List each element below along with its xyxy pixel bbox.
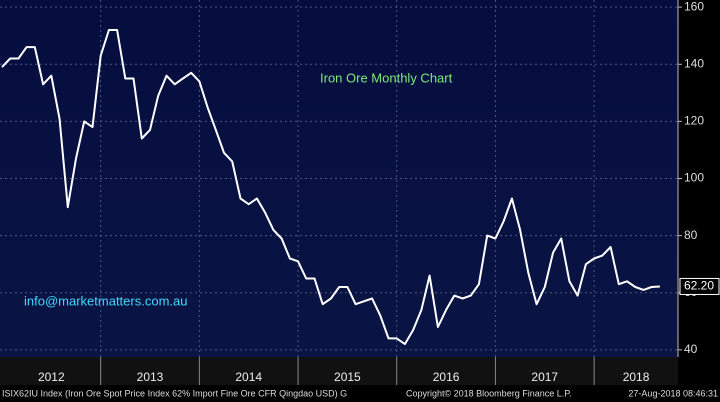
y-tick-label: 160 [684, 0, 704, 13]
last-value-box [679, 277, 720, 295]
y-tick-label: 100 [684, 171, 704, 185]
footer-left: ISIX62IU Index (Iron Ore Spot Price Inde… [2, 388, 347, 398]
x-tick-label: 2012 [38, 370, 65, 384]
x-axis-band [0, 357, 678, 385]
x-tick-label: 2016 [433, 370, 460, 384]
x-tick-label: 2015 [334, 370, 361, 384]
x-tick-label: 2013 [137, 370, 164, 384]
y-tick-label: 140 [684, 56, 704, 70]
x-tick-label: 2014 [235, 370, 262, 384]
y-tick-label: 80 [684, 228, 698, 242]
annotation: info@marketmatters.com.au [24, 293, 187, 308]
footer-right: 27-Aug-2018 08:46:31 [628, 388, 718, 398]
y-tick-label: 120 [684, 114, 704, 128]
y-tick-label: 40 [684, 342, 698, 356]
x-tick-label: 2018 [623, 370, 650, 384]
chart-title: Iron Ore Monthly Chart [320, 70, 453, 85]
price-line [1, 29, 660, 346]
footer-center: Copyright© 2018 Bloomberg Finance L.P. [406, 388, 572, 398]
x-tick-label: 2017 [531, 370, 558, 384]
last-value-label: 62.20 [684, 279, 714, 293]
